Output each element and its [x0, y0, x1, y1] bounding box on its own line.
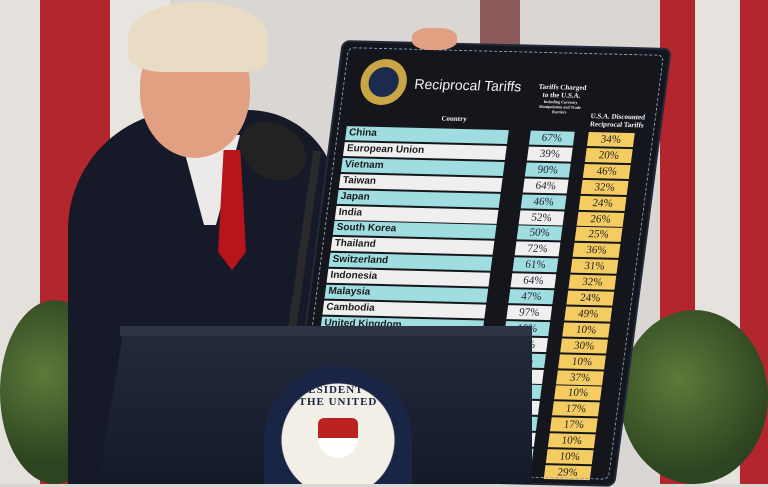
discounted-tariff: 30% — [560, 338, 609, 354]
presidential-seal-icon — [357, 58, 410, 106]
discounted-tariff: 17% — [551, 401, 600, 417]
country-header: Country — [440, 114, 468, 124]
charged-tariff: 90% — [524, 162, 571, 178]
charged-tariff: 50% — [516, 225, 563, 241]
country-name: Cambodia — [322, 300, 487, 319]
discounted-tariff: 20% — [584, 147, 633, 163]
speaker-hand — [412, 28, 457, 50]
speaker-tie — [218, 150, 246, 270]
country-name: Thailand — [330, 237, 495, 256]
discounted-tariff: 26% — [576, 211, 625, 227]
discounted-tariff: 49% — [564, 306, 613, 322]
discounted-tariff: 46% — [582, 163, 631, 179]
discounted-tariff: 10% — [562, 322, 611, 338]
board-title: Reciprocal Tariffs — [413, 75, 523, 95]
charged-header: Tariffs Charged to the U.S.A. Including C… — [538, 82, 587, 115]
country-name: China — [345, 126, 509, 145]
speaker-hair — [128, 2, 268, 72]
discounted-tariff: 31% — [570, 258, 619, 274]
greenery-right — [620, 310, 768, 484]
discounted-tariff: 24% — [566, 290, 615, 306]
discounted-tariff: 25% — [574, 227, 623, 243]
charged-tariff: 52% — [518, 209, 565, 225]
charged-tariff: 72% — [514, 241, 561, 257]
charged-tariff: 64% — [510, 273, 557, 289]
country-name: Indonesia — [326, 268, 491, 287]
country-name: Japan — [336, 189, 501, 208]
discounted-tariff: 10% — [545, 449, 594, 465]
country-name: Vietnam — [340, 157, 505, 176]
discounted-tariff: 34% — [586, 132, 635, 148]
discounted-tariff: 17% — [549, 417, 598, 433]
discounted-header: U.S.A. Discounted Reciprocal Tariffs — [589, 112, 646, 130]
discounted-tariff: 24% — [578, 195, 627, 211]
discounted-tariff: 10% — [547, 433, 596, 449]
eagle-shield-icon — [318, 418, 358, 458]
discounted-tariff: 36% — [572, 243, 621, 259]
country-name: Taiwan — [338, 173, 503, 192]
country-name: India — [334, 205, 499, 224]
podium-top — [120, 326, 532, 336]
charged-tariff: 46% — [520, 194, 567, 210]
charged-tariff: 97% — [506, 305, 553, 321]
seal-lettering: OF THE PRESIDENT OF THE UNITED — [291, 372, 385, 408]
country-name: South Korea — [332, 221, 497, 240]
discounted-tariff: 37% — [556, 369, 604, 385]
charged-tariff: 67% — [528, 130, 575, 146]
discounted-tariff: 32% — [580, 179, 629, 195]
charged-tariff: 47% — [508, 289, 555, 305]
country-name: Switzerland — [328, 252, 493, 271]
discounted-tariff: 10% — [558, 354, 606, 370]
discounted-tariff: 10% — [554, 385, 602, 401]
charged-tariff: 64% — [522, 178, 569, 194]
charged-tariff: 39% — [526, 146, 573, 162]
discounted-tariff: 32% — [568, 274, 617, 290]
discounted-tariff: 29% — [543, 464, 592, 481]
country-name: Malaysia — [324, 284, 489, 303]
country-name: European Union — [342, 141, 507, 160]
charged-tariff: 61% — [512, 257, 559, 273]
